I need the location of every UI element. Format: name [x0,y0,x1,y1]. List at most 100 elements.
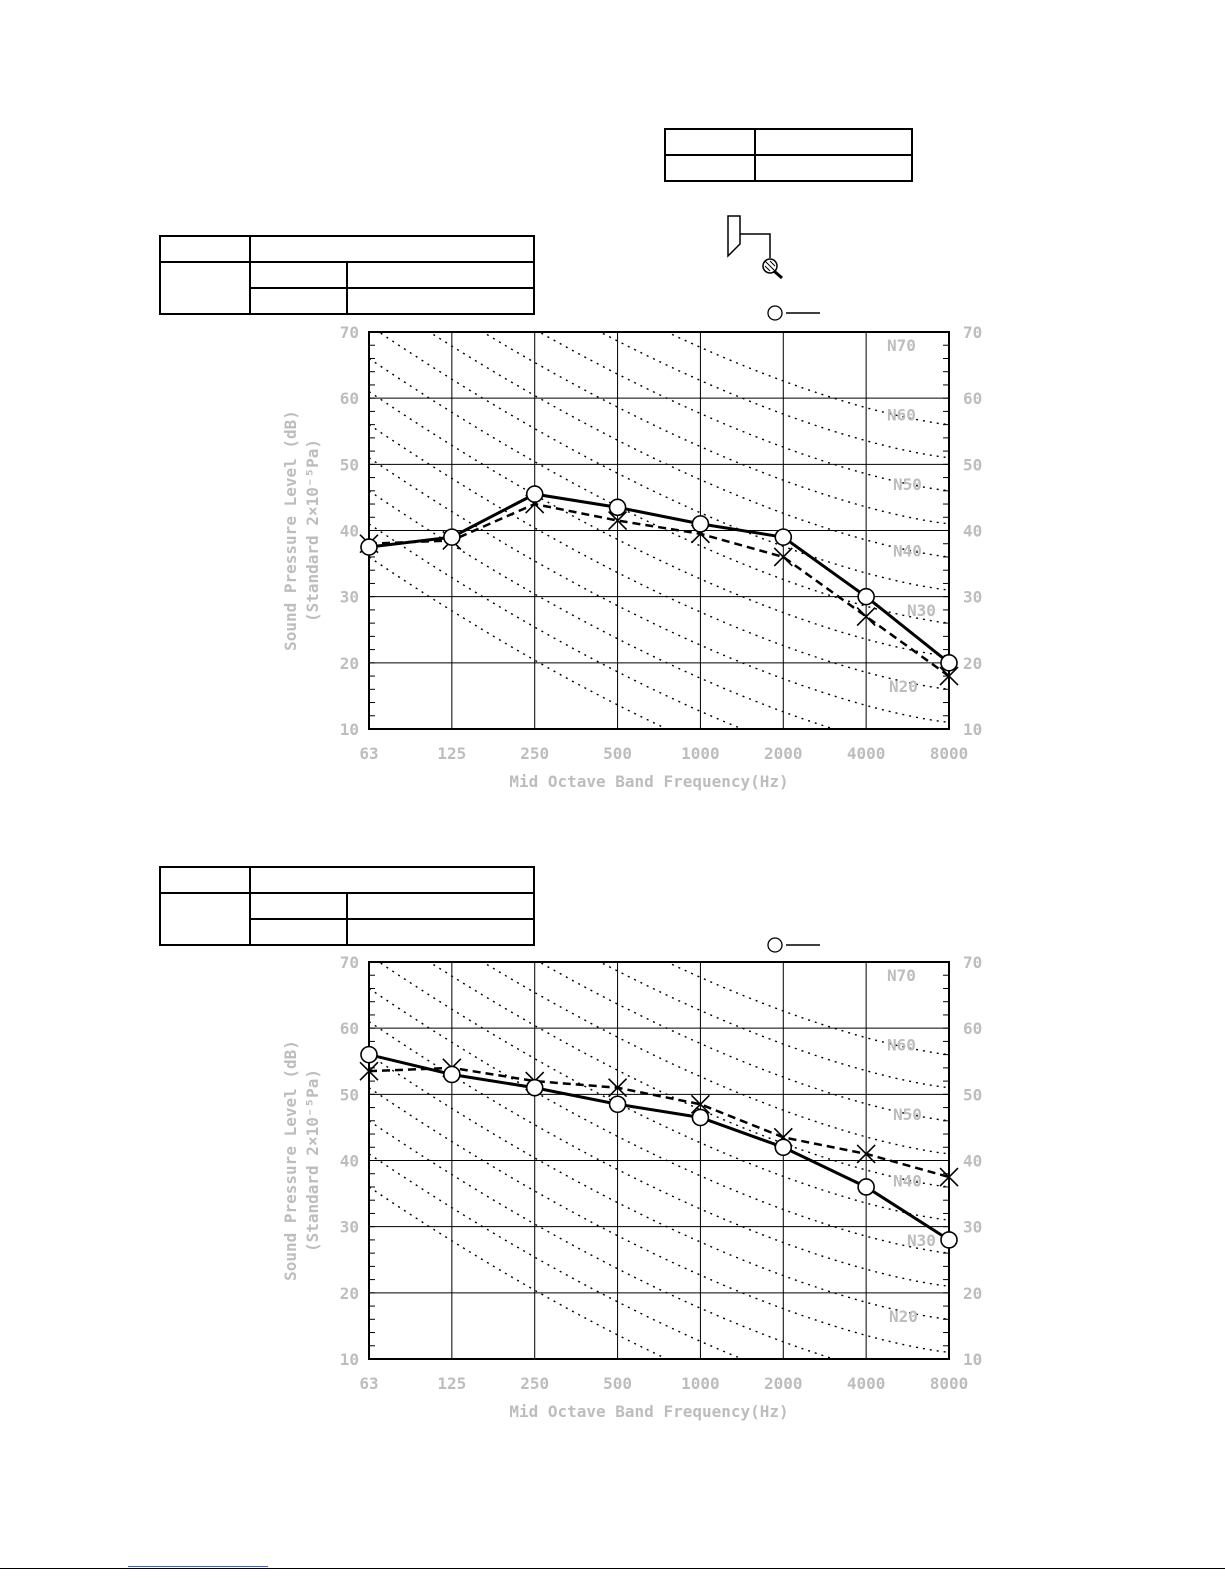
y-tick-label-left: 20 [340,1284,359,1303]
table-cell [249,287,348,315]
y-tick-label-left: 60 [340,389,359,408]
y-tick-label-left: 60 [340,1019,359,1038]
data-point-circle [443,1065,461,1084]
nc-curve [428,332,949,558]
x-tick-label: 125 [437,744,466,763]
nc-curve [537,332,949,492]
y-tick-label-right: 10 [963,720,982,739]
nc-curve-label: N30 [907,601,936,620]
x-tick-label: 2000 [764,744,803,763]
y-tick-label-left: 30 [340,588,359,607]
y-tick-label-right: 30 [963,1218,982,1237]
nc-curve [377,332,949,591]
table-cell [249,918,348,946]
data-point-cross [359,1061,379,1081]
data-point-circle [940,1231,958,1249]
data-point-circle [608,498,627,517]
nc-curve-label: N60 [887,1036,916,1055]
y-tick-label-right: 20 [963,654,982,673]
data-point-circle [691,515,710,533]
y-tick-label-left: 40 [340,522,359,541]
nc-curve [481,962,949,1155]
y-tick-label-right: 40 [963,1152,982,1171]
data-point-circle [691,1108,710,1127]
x-tick-label: 63 [359,744,378,763]
y-tick-label-left: 10 [340,720,359,739]
y-tick-label-left: 20 [340,654,359,673]
nc-curve-label: N20 [889,677,918,696]
y-axis-label: Sound Pressure Level (dB) [281,410,300,651]
series-line-solid [368,1053,950,1242]
x-tick-label: 8000 [930,744,969,763]
y-tick-label-left: 50 [340,1085,359,1104]
x-tick-label: 2000 [764,1374,803,1393]
data-point-cross [856,606,876,627]
data-point-circle [857,587,875,606]
y-tick-label-right: 50 [963,455,982,474]
legend-marker-2 [767,937,820,953]
data-point-circle [360,1045,378,1064]
data-point-cross [856,1144,876,1164]
data-point-cross [608,511,628,531]
nc-curve [665,332,949,426]
table-cell [249,866,535,894]
series-line-dashed [368,502,950,678]
table-cell [159,261,251,315]
model-table [664,128,913,182]
x-tick-label: 500 [603,1374,632,1393]
y-tick-label-right: 70 [963,323,982,342]
data-point-circle [774,1138,793,1157]
table-cell [159,892,251,946]
chart-1: 10 10 20 20 30 30 40 40 50 50 60 60 70 70 63 125 250 500 1… [270,320,1010,800]
table-cell [754,128,913,156]
y-tick-label-left: 30 [340,1218,359,1237]
x-tick-label: 250 [520,744,549,763]
x-tick-label: 125 [437,1374,466,1393]
table-cell [664,154,756,182]
series-line-dashed [368,1066,950,1179]
nc-curve [369,1186,669,1359]
data-point-circle [857,1178,875,1196]
data-point-cross [939,666,959,686]
chart-1-svg: 10 10 20 20 30 30 40 40 50 50 60 60 70 70 63 125 250 500 1… [281,323,982,791]
table-cell [346,261,535,289]
nc-curve-label: N70 [887,966,916,985]
nc-curve [481,332,949,525]
footer-rule [0,1568,1225,1569]
y-tick-label-right: 60 [963,389,982,408]
nc-curve [369,1087,949,1354]
condition-table-2 [159,866,535,946]
x-axis-label: Mid Octave Band Frequency(Hz) [509,772,788,791]
data-point-cross [608,1078,628,1098]
chart-2: 10 10 20 20 30 30 40 40 50 50 60 60 70 70 63 125 250 500 1… [270,950,1010,1430]
y-tick-label-right: 20 [963,1284,982,1303]
x-axis-label: Mid Octave Band Frequency(Hz) [509,1402,788,1421]
y-tick-label-right: 30 [963,588,982,607]
table-cell [346,918,535,946]
data-point-cross [690,1094,710,1114]
nc-curve [665,962,949,1056]
data-point-circle [608,1095,627,1114]
plot-frame [368,961,950,1360]
table-cell [346,287,535,315]
data-point-circle [443,528,461,546]
series-line-solid [368,492,950,665]
data-point-cross [773,547,793,567]
nc-curve-label: N70 [887,336,916,355]
nc-curve-label: N20 [889,1307,918,1326]
nc-curve [369,391,949,657]
y-tick-label-left: 70 [340,323,359,342]
nc-curve [369,1021,949,1287]
data-point-circle [774,528,793,546]
nc-curve-label: N50 [893,475,922,494]
plot-frame [368,331,950,730]
y-tick-label-right: 70 [963,953,982,972]
footer-link-underline[interactable] [128,1566,268,1567]
x-tick-label: 4000 [847,744,886,763]
x-tick-label: 1000 [681,1374,720,1393]
x-tick-label: 1000 [681,744,720,763]
x-tick-label: 63 [359,1374,378,1393]
nc-curve-label: N40 [893,1171,922,1190]
chart-2-svg: 10 10 20 20 30 30 40 40 50 50 60 60 70 70 63 125 250 500 1… [281,953,982,1421]
y-tick-label-right: 60 [963,1019,982,1038]
